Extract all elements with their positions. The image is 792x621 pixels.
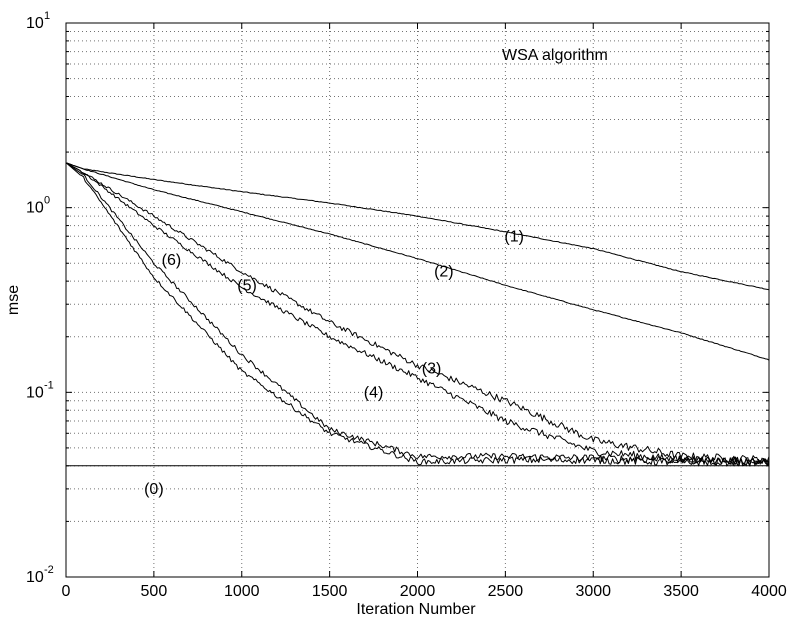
grid <box>66 23 769 577</box>
series-line-5 <box>65 162 770 466</box>
x-tick-label: 3000 <box>575 583 611 600</box>
series-lines <box>65 162 770 467</box>
x-tick-label: 1000 <box>224 583 260 600</box>
y-tick-label: 10 <box>26 200 44 217</box>
series-label: (5) <box>237 277 257 294</box>
x-tick-label: 3500 <box>663 583 699 600</box>
series-label: (0) <box>144 481 164 498</box>
series-line-4 <box>65 162 770 467</box>
x-tick-label: 0 <box>62 583 71 600</box>
x-tick-label: 500 <box>141 583 168 600</box>
series-label: (3) <box>422 360 442 377</box>
series-label: (2) <box>434 264 454 281</box>
series-label: (6) <box>162 252 182 269</box>
y-tick-label: 10 <box>26 15 44 32</box>
y-tick-label: 10 <box>26 569 44 586</box>
y-tick-exponent: 0 <box>44 195 50 207</box>
y-tick-exponent: -2 <box>44 564 54 576</box>
y-tick-exponent: -1 <box>44 379 54 391</box>
x-tick-label: 1500 <box>312 583 348 600</box>
series-line-3 <box>65 162 770 464</box>
x-tick-label: 2000 <box>400 583 436 600</box>
y-axis-label: mse <box>5 285 22 315</box>
y-tick-label: 10 <box>26 384 44 401</box>
series-line-6 <box>65 162 770 467</box>
series-label: (4) <box>364 384 384 401</box>
series-label: (1) <box>504 228 524 245</box>
series-line-2 <box>65 162 770 361</box>
x-tick-label: 4000 <box>751 583 787 600</box>
x-axis-label: Iteration Number <box>356 601 476 618</box>
chart-annotation: WSA algorithm <box>502 47 608 64</box>
series-labels: (0) (1) (2) (3) (4) (5) (6) <box>144 228 524 498</box>
series-line-1 <box>65 162 770 291</box>
axis-ticks: 0 500 1000 1500 2000 2500 3000 3500 400010-210-1… <box>26 10 787 600</box>
x-tick-label: 2500 <box>488 583 524 600</box>
y-tick-exponent: 1 <box>44 10 50 22</box>
